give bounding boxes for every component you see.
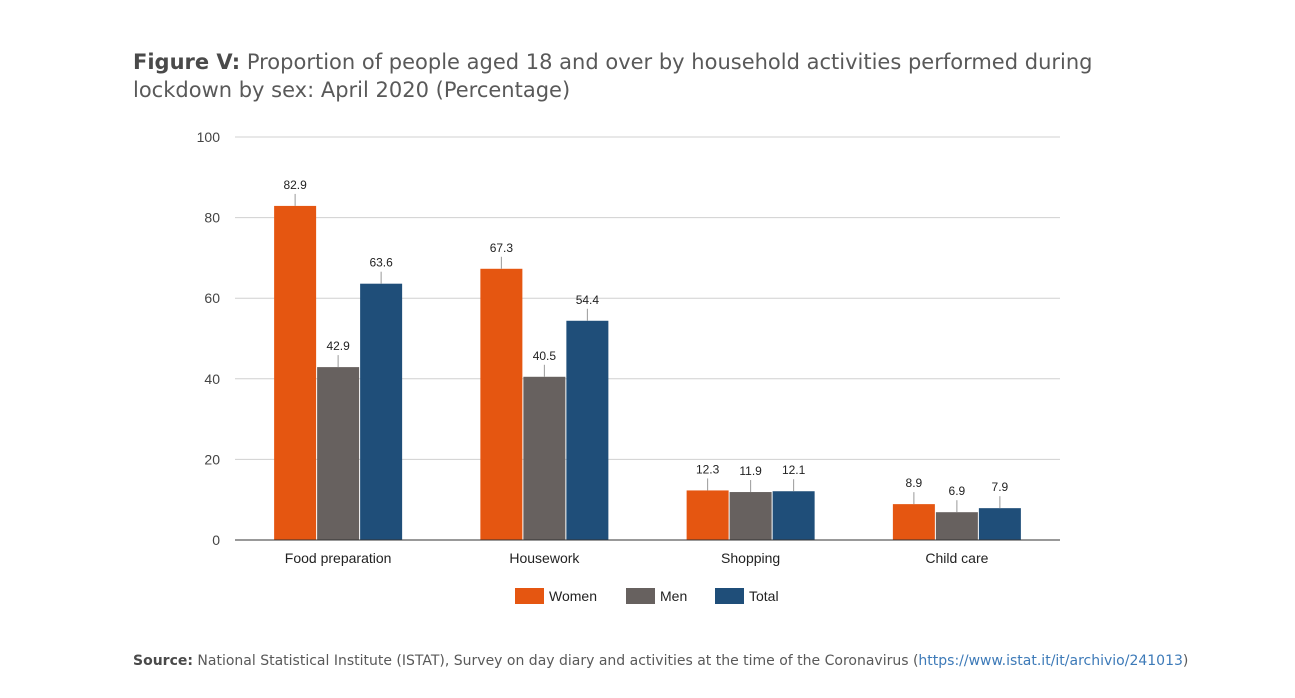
bar-chart: 0 20 40 60 80 100 82.9 42.9 63.6 Food preparation… <box>197 129 1060 604</box>
bar-women <box>274 205 317 540</box>
data-label: 12.1 <box>782 463 806 477</box>
source-text: National Statistical Institute (ISTAT), … <box>197 653 919 669</box>
x-category-label: Shopping <box>721 550 780 566</box>
source-close: ) <box>1182 653 1189 669</box>
legend-swatch-total <box>715 588 744 604</box>
data-label: 40.5 <box>533 349 557 363</box>
bar-men <box>935 512 978 540</box>
y-tick-label: 60 <box>204 290 220 306</box>
chart-title: Figure V: Proportion of people aged 18 a… <box>133 48 1183 104</box>
data-label: 7.9 <box>992 480 1009 494</box>
data-label: 12.3 <box>696 462 720 476</box>
y-tick-label: 40 <box>204 371 220 387</box>
bar-total <box>360 283 403 540</box>
data-label: 63.6 <box>369 256 393 270</box>
x-category-label: Housework <box>509 550 580 566</box>
source-note: Source: National Statistical Institute (… <box>133 653 1273 669</box>
legend-swatch-men <box>626 588 655 604</box>
y-tick-label: 80 <box>204 210 220 226</box>
bar-total <box>978 508 1021 540</box>
bar-women <box>686 490 729 540</box>
x-category-label: Child care <box>925 550 988 566</box>
data-label: 8.9 <box>906 476 923 490</box>
legend-label-men: Men <box>660 588 687 604</box>
legend-label-women: Women <box>549 588 597 604</box>
y-tick-label: 20 <box>204 451 220 467</box>
figure-label: Figure V: <box>133 50 241 74</box>
data-label: 82.9 <box>283 178 307 192</box>
legend-swatch-women <box>515 588 544 604</box>
data-label: 54.4 <box>576 293 600 307</box>
bar-men <box>317 367 360 540</box>
data-label: 6.9 <box>949 484 966 498</box>
data-label: 11.9 <box>739 464 762 478</box>
bar-men <box>523 376 566 540</box>
legend-label-total: Total <box>749 588 779 604</box>
x-category-label: Food preparation <box>285 550 392 566</box>
y-tick-label: 0 <box>212 532 220 548</box>
bar-total <box>566 320 609 540</box>
data-label: 42.9 <box>326 339 350 353</box>
y-tick-label: 100 <box>197 129 221 145</box>
source-label: Source: <box>133 653 193 669</box>
bar-men <box>729 492 772 540</box>
bar-women <box>892 504 935 540</box>
source-link[interactable]: https://www.istat.it/it/archivio/241013 <box>918 653 1183 669</box>
figure-title: Proportion of people aged 18 and over by… <box>133 50 1093 102</box>
bar-total <box>772 491 815 540</box>
bar-women <box>480 268 523 540</box>
data-label: 67.3 <box>490 241 514 255</box>
